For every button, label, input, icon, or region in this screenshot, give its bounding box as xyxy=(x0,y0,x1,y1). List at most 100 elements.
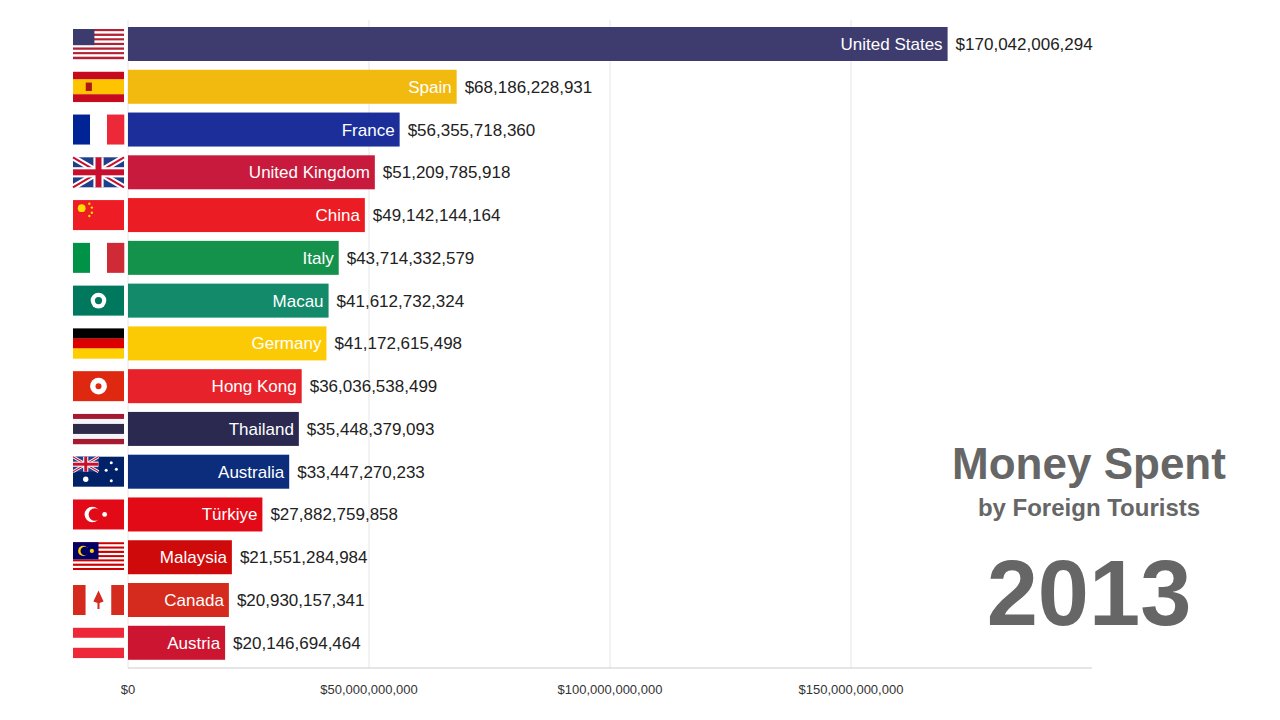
bar xyxy=(128,497,262,531)
data-label: $21,551,284,984 xyxy=(240,548,368,567)
flag-part xyxy=(73,115,90,145)
flag-part xyxy=(93,590,103,609)
tick-label: $150,000,000,000 xyxy=(799,682,904,697)
bar xyxy=(128,241,339,275)
flag-part xyxy=(73,79,124,94)
flag xyxy=(73,286,124,316)
flag-part xyxy=(73,169,124,175)
flag-part xyxy=(73,457,99,472)
flag-part xyxy=(73,419,124,424)
flag-part xyxy=(88,202,90,204)
flag-part xyxy=(73,499,124,529)
flag xyxy=(73,200,124,230)
flag-part xyxy=(90,115,107,145)
flag-part xyxy=(89,508,102,521)
flag-part xyxy=(95,297,102,304)
flag-part xyxy=(90,549,94,553)
bar xyxy=(128,198,365,232)
grid-line xyxy=(851,20,852,668)
flag-part xyxy=(73,648,124,658)
flag-part xyxy=(102,512,107,517)
flag-part xyxy=(73,157,124,187)
flag-part xyxy=(73,157,124,187)
flag-part xyxy=(91,206,93,208)
flag-part xyxy=(73,45,124,48)
bar xyxy=(128,626,225,660)
flag xyxy=(73,157,124,187)
flag-part xyxy=(73,47,124,50)
flag-part xyxy=(73,157,124,187)
flag xyxy=(73,328,124,358)
flag-part xyxy=(73,463,99,466)
data-label: $49,142,144,164 xyxy=(373,206,501,225)
flag-part xyxy=(90,378,107,395)
flag xyxy=(73,29,124,59)
flag-part xyxy=(73,457,124,487)
category-label: Australia xyxy=(218,463,285,482)
data-label: $41,172,615,498 xyxy=(334,334,462,353)
flag xyxy=(73,585,124,615)
category-label: France xyxy=(342,121,395,140)
flag-part xyxy=(73,286,124,316)
flag-part xyxy=(73,414,124,419)
flag-part xyxy=(73,157,124,187)
bars xyxy=(128,27,948,660)
data-label: $35,448,379,093 xyxy=(307,420,435,439)
flag-part xyxy=(73,72,124,80)
bar xyxy=(128,412,299,446)
bar xyxy=(128,27,948,61)
flag-part xyxy=(73,348,124,358)
flag-part xyxy=(110,479,113,482)
category-label: Spain xyxy=(408,78,451,97)
tick-label: $50,000,000,000 xyxy=(320,682,418,697)
category-label: Canada xyxy=(164,591,224,610)
grid-line xyxy=(610,20,611,668)
flag xyxy=(73,243,124,273)
flag-part xyxy=(78,204,86,212)
bar xyxy=(128,326,326,360)
flag-part xyxy=(107,115,124,145)
flag-part xyxy=(73,434,124,439)
flag-part xyxy=(73,566,124,568)
flag-part xyxy=(73,52,124,55)
bar xyxy=(128,113,400,147)
flag-part xyxy=(73,29,94,45)
flag-part xyxy=(73,585,86,615)
flag-part xyxy=(73,564,124,566)
bar xyxy=(128,369,302,403)
flag xyxy=(73,457,124,487)
subtitle: by Foreign Tourists xyxy=(978,494,1200,521)
flag-part xyxy=(88,215,90,217)
flag-part xyxy=(73,157,124,187)
flag-part xyxy=(73,638,124,648)
flag-part xyxy=(73,559,124,561)
flag-part xyxy=(73,50,124,53)
flag-part xyxy=(73,542,99,559)
flag-part xyxy=(73,439,124,444)
flag-part xyxy=(91,293,107,309)
flag-part xyxy=(96,383,102,389)
flag-part xyxy=(107,243,124,273)
chart-root: $0$50,000,000,000$100,000,000,000$150,00… xyxy=(0,0,1280,720)
category-label: United Kingdom xyxy=(249,163,370,182)
axis-line xyxy=(128,668,1092,669)
flag-part xyxy=(73,457,99,472)
data-label: $33,447,270,233 xyxy=(297,463,425,482)
tick-label: $100,000,000,000 xyxy=(558,682,663,697)
category-label: China xyxy=(315,206,360,225)
flag xyxy=(73,542,124,572)
flag-part xyxy=(86,83,92,91)
category-label: United States xyxy=(841,35,943,54)
category-label: Malaysia xyxy=(160,548,228,567)
data-label: $41,612,732,324 xyxy=(337,292,465,311)
flag-part xyxy=(73,568,124,570)
flag-part xyxy=(73,328,124,338)
flag-part xyxy=(110,461,113,464)
flag-part xyxy=(73,457,99,472)
flag-part xyxy=(115,468,118,471)
bar xyxy=(128,70,457,104)
data-label: $68,186,228,931 xyxy=(465,78,593,97)
flag-part xyxy=(73,562,124,564)
title: Money Spent xyxy=(952,439,1226,488)
flag-part xyxy=(73,94,124,102)
